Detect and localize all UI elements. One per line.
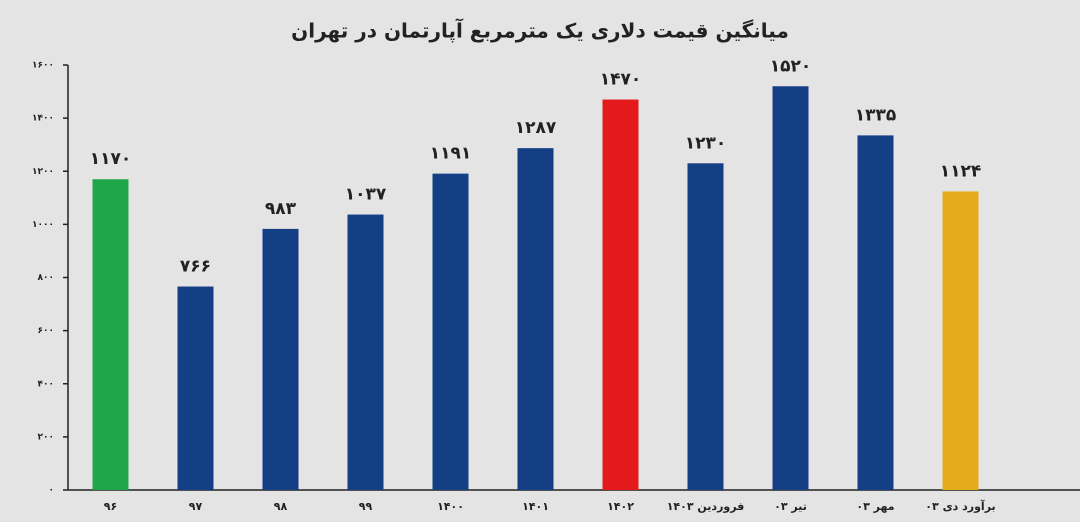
x-tick-label: ۱۴۰۱ (522, 500, 549, 513)
bar (347, 214, 384, 490)
x-tick-label: ۱۴۰۲ (607, 500, 634, 513)
bar (517, 148, 554, 490)
x-tick-label: ۹۸ (274, 500, 288, 513)
bar (602, 99, 639, 490)
y-tick-label: ۱۴۰۰ (32, 114, 54, 124)
value-label: ۱۱۲۴ (940, 161, 982, 181)
value-label: ۱۰۳۷ (345, 185, 387, 205)
bar (432, 173, 469, 490)
y-tick-label: ۶۰۰ (38, 326, 54, 336)
y-tick-label: ۱۲۰۰ (32, 167, 54, 177)
y-tick-label: ۱۶۰۰ (32, 61, 54, 71)
x-tick-label: مهر ۰۳ (856, 500, 894, 513)
value-label: ۱۳۳۵ (855, 105, 897, 125)
y-tick-label: ۸۰۰ (38, 273, 54, 283)
value-label: ۱۲۸۷ (515, 118, 557, 138)
x-tick-label: برآورد دی ۰۳ (925, 499, 995, 513)
bar (857, 135, 894, 490)
x-tick-label: فروردین ۱۴۰۳ (667, 500, 745, 513)
y-tick-label: ۱۰۰۰ (32, 220, 54, 230)
bar (177, 286, 214, 490)
value-label: ۷۶۶ (180, 257, 211, 277)
x-tick-label: ۹۶ (104, 500, 117, 513)
x-tick-label: ۱۴۰۰ (437, 500, 464, 513)
y-tick-label: ۰ (49, 486, 55, 496)
chart-title: میانگین قیمت دلاری یک مترمربع آپارتمان د… (291, 18, 789, 44)
x-tick-label: ۹۷ (189, 500, 203, 513)
value-label: ۱۱۷۰ (90, 149, 132, 169)
value-label: ۱۱۹۱ (430, 144, 472, 164)
y-tick-label: ۴۰۰ (38, 379, 54, 389)
value-label: ۱۴۷۰ (600, 70, 642, 90)
bar (942, 191, 979, 490)
bar (772, 86, 809, 490)
value-label: ۹۸۳ (265, 199, 297, 219)
x-tick-label: تیر ۰۳ (774, 500, 807, 513)
value-label: ۱۲۳۰ (685, 133, 727, 153)
y-tick-label: ۲۰۰ (38, 432, 54, 442)
x-tick-label: ۹۹ (359, 500, 373, 513)
bar (92, 179, 129, 490)
value-label: ۱۵۲۰ (770, 56, 812, 76)
bar (687, 163, 724, 490)
bar (262, 228, 299, 490)
